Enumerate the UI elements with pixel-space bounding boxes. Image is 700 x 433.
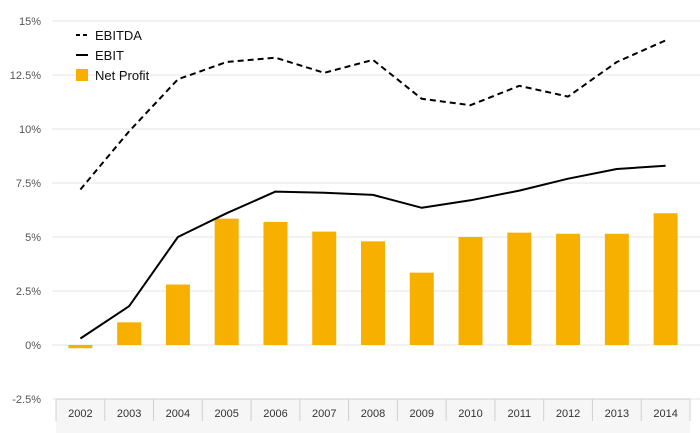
x-tick-label: 2012 (556, 408, 580, 420)
legend-label-ebitda: EBITDA (95, 28, 142, 43)
y-tick-label: 12.5% (10, 70, 41, 82)
legend-label-net-profit: Net Profit (95, 68, 150, 83)
net-profit-bar (507, 232, 532, 345)
x-tick-label: 2014 (653, 408, 677, 420)
net-profit-bar (409, 272, 434, 345)
y-tick-label: 0% (25, 340, 41, 352)
legend: EBITDA EBIT Net Profit (76, 28, 150, 83)
net-profit-bar (312, 231, 337, 345)
x-tick-label: 2010 (458, 408, 482, 420)
net-profit-bar (165, 284, 190, 345)
x-tick-label: 2004 (166, 408, 190, 420)
net-profit-bar (653, 213, 678, 345)
net-profit-bar (214, 218, 239, 345)
x-tick-label: 2002 (68, 408, 92, 420)
y-tick-label: 2.5% (16, 286, 41, 298)
x-tick-label: 2006 (263, 408, 287, 420)
y-tick-label: 10% (19, 124, 41, 136)
net-profit-bar (68, 345, 93, 349)
ebit-line (79, 164, 666, 340)
y-tick-label: 15% (19, 16, 41, 28)
y-tick-label: 5% (25, 232, 41, 244)
x-tick-label: 2009 (410, 408, 434, 420)
x-tick-label: 2003 (117, 408, 141, 420)
net-profit-bar (117, 322, 142, 345)
legend-label-ebit: EBIT (95, 48, 124, 63)
x-tick-label: 2007 (312, 408, 336, 420)
lines-layer (79, 39, 667, 340)
net-profit-bar (556, 233, 581, 345)
net-profit-bar (458, 237, 483, 345)
ebitda-line (79, 39, 667, 191)
x-tick-label: 2008 (361, 408, 385, 420)
x-tick-label: 2005 (214, 408, 238, 420)
y-tick-label: 7.5% (16, 178, 41, 190)
bars-layer (68, 213, 678, 349)
net-profit-bar (604, 233, 629, 345)
y-tick-label: -2.5% (12, 394, 41, 406)
x-axis-band (56, 399, 690, 433)
net-profit-bar (361, 241, 385, 345)
axis-layer: -2.5% 0% 2.5% 5% 7.5% 10% 12.5% 15% 2002 2003 2004… (10, 16, 691, 433)
net-profit-bar (263, 221, 288, 345)
x-tick-label: 2013 (605, 408, 629, 420)
legend-swatch-net-profit (76, 69, 88, 81)
x-tick-label: 2011 (507, 408, 531, 420)
